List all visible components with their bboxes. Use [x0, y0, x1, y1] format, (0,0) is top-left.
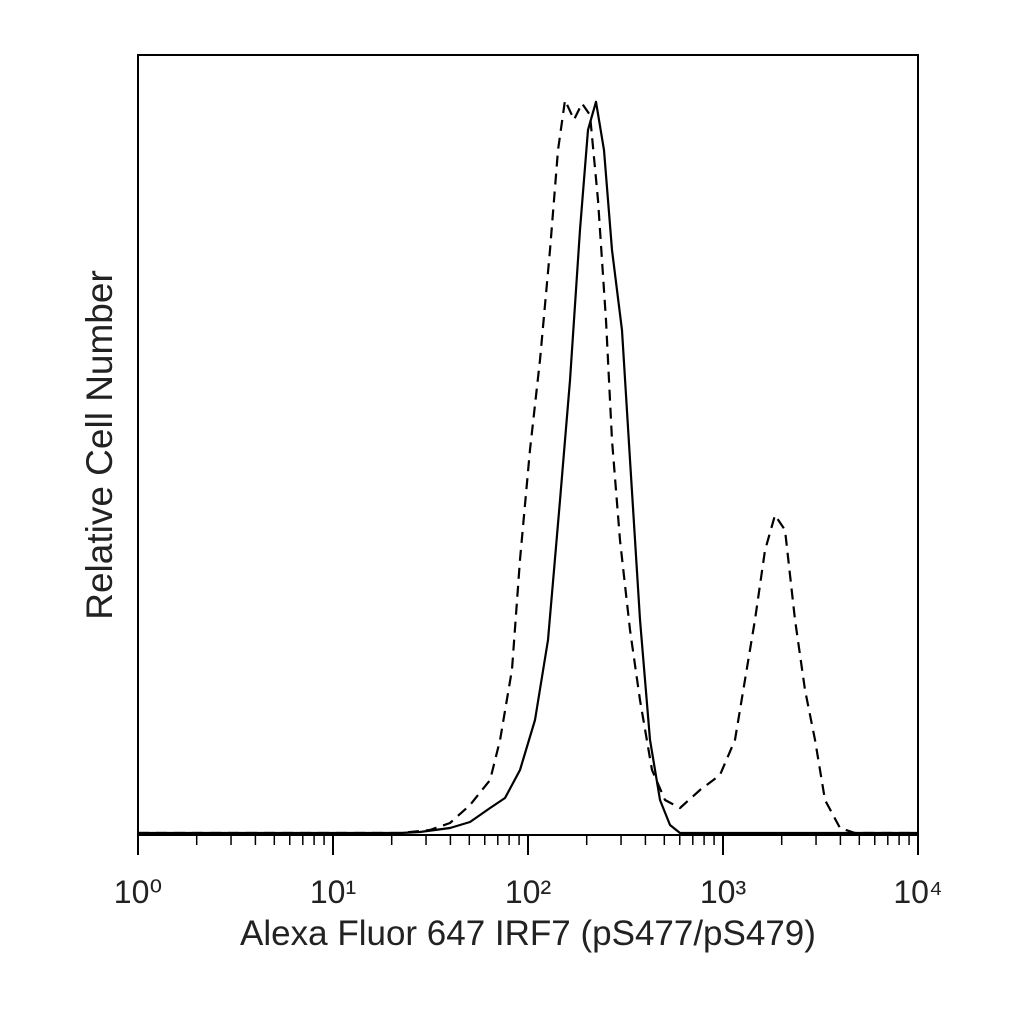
x-axis-label: Alexa Fluor 647 IRF7 (pS477/pS479) — [240, 914, 816, 953]
dashed-histogram — [138, 99, 918, 835]
plot-frame — [137, 54, 919, 836]
y-axis-label: Relative Cell Number — [79, 270, 120, 620]
x-tick-label: 10⁴ — [893, 874, 942, 910]
x-tick-label: 10¹ — [310, 874, 356, 910]
x-tick-label: 10² — [505, 874, 552, 910]
x-tick-label: 10⁰ — [114, 874, 162, 910]
solid-histogram — [138, 100, 918, 835]
x-tick-label: 10³ — [700, 874, 747, 910]
